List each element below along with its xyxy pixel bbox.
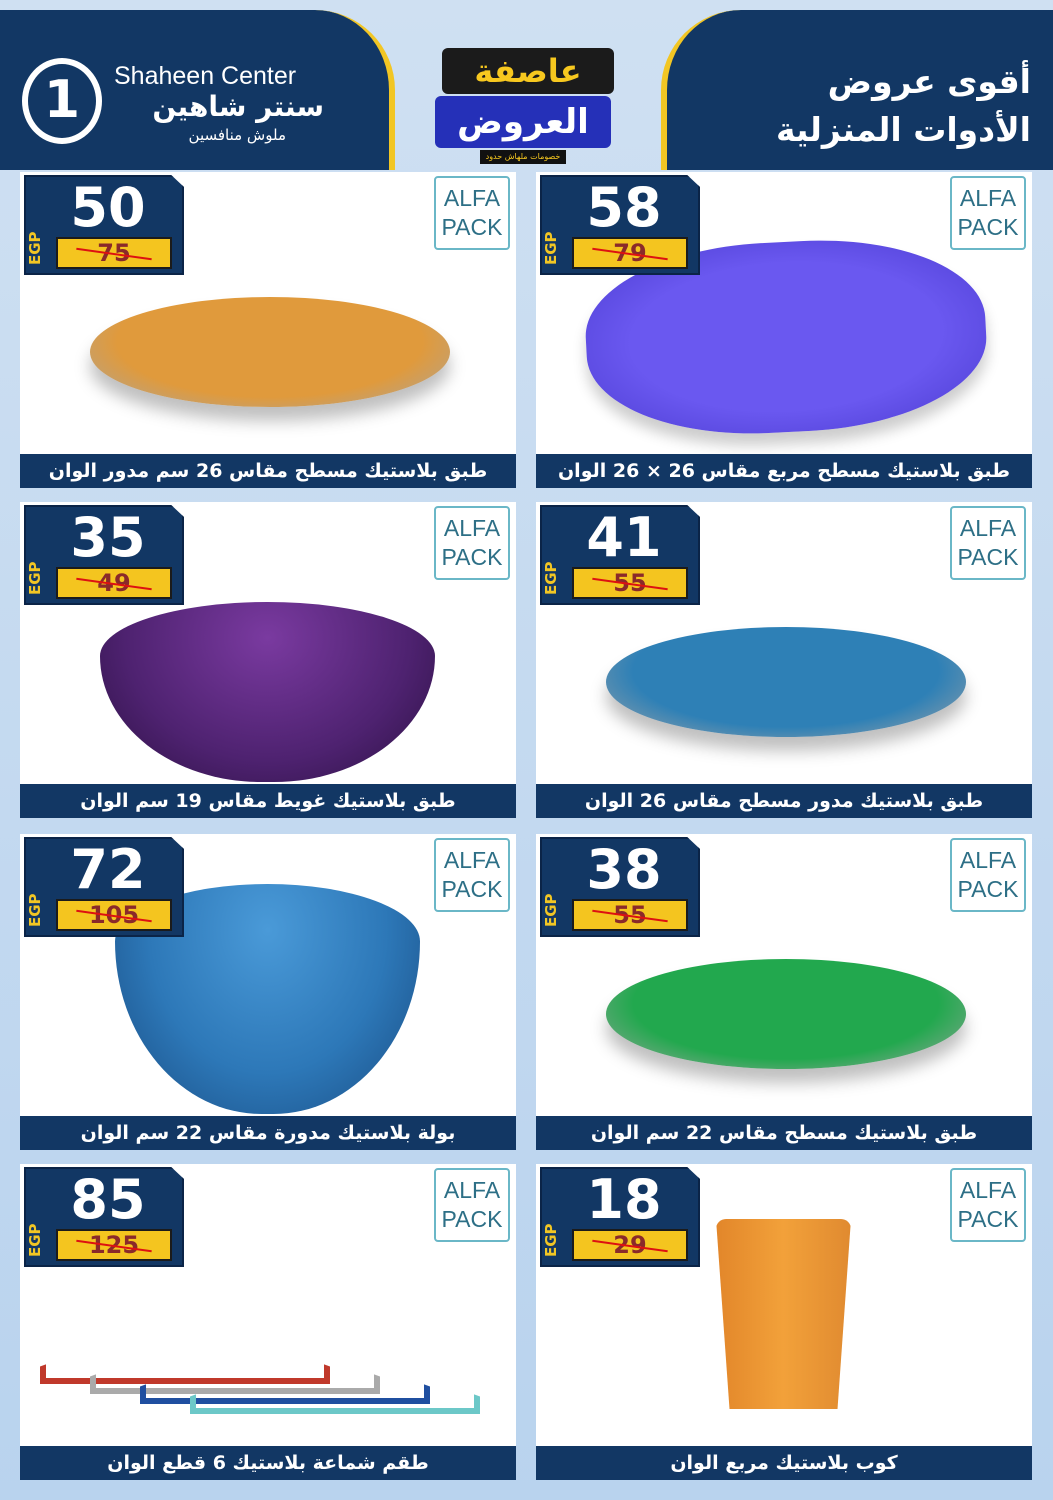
brand-tagline: ملوش منافسين <box>188 126 286 144</box>
product-name: طبق بلاستيك مدور مسطح مقاس 26 الوان <box>536 784 1032 818</box>
promo-subtitle: خصومات ملهاش حدود <box>480 150 566 164</box>
price-tag: EGP 58 79 <box>540 175 700 275</box>
product-name: طبق بلاستيك مسطح مقاس 26 سم مدور الوان <box>20 454 516 488</box>
shaheen-logo-icon: 1 <box>22 58 102 144</box>
sale-price: 85 <box>70 1168 146 1231</box>
alfa-pack-logo: ALFA PACK <box>950 506 1026 580</box>
sale-price: 58 <box>586 176 662 239</box>
product-card[interactable]: EGP 38 55 ALFA PACK طبق بلاستيك مسطح مقاس… <box>536 834 1032 1150</box>
currency-label: EGP <box>542 893 560 927</box>
original-price: 29 <box>572 1229 688 1261</box>
currency-label: EGP <box>542 1223 560 1257</box>
currency-label: EGP <box>26 231 44 265</box>
price-tag: EGP 41 55 <box>540 505 700 605</box>
brand-name-en: Shaheen Center <box>114 62 297 90</box>
original-price: 125 <box>56 1229 172 1261</box>
alfa-pack-logo: ALFA PACK <box>434 838 510 912</box>
product-name: طبق بلاستيك مسطح مقاس 22 سم الوان <box>536 1116 1032 1150</box>
sale-price: 35 <box>70 506 146 569</box>
product-name: بولة بلاستيك مدورة مقاس 22 سم الوان <box>20 1116 516 1150</box>
product-image <box>90 297 450 407</box>
currency-label: EGP <box>542 561 560 595</box>
currency-label: EGP <box>26 1223 44 1257</box>
original-price: 55 <box>572 567 688 599</box>
sale-price: 72 <box>70 838 146 901</box>
alfa-pack-logo: ALFA PACK <box>434 506 510 580</box>
headline-1: أقوى عروض <box>827 62 1031 101</box>
product-name: طقم شماعة بلاستيك 6 قطع الوان <box>20 1446 516 1480</box>
original-price: 105 <box>56 899 172 931</box>
product-card[interactable]: EGP 58 79 ALFA PACK طبق بلاستيك مسطح مربع… <box>536 172 1032 488</box>
currency-label: EGP <box>26 561 44 595</box>
product-image <box>606 959 966 1069</box>
product-name: كوب بلاستيك مربع الوان <box>536 1446 1032 1480</box>
currency-label: EGP <box>542 231 560 265</box>
product-image <box>606 627 966 737</box>
original-price: 79 <box>572 237 688 269</box>
header: 1 Shaheen Center سنتر شاهين ملوش منافسين… <box>0 0 1053 170</box>
product-card[interactable]: EGP 72 105 ALFA PACK بولة بلاستيك مدورة م… <box>20 834 516 1150</box>
original-price: 55 <box>572 899 688 931</box>
product-image <box>40 1254 500 1414</box>
original-price: 75 <box>56 237 172 269</box>
currency-label: EGP <box>26 893 44 927</box>
sale-price: 41 <box>586 506 662 569</box>
original-price: 49 <box>56 567 172 599</box>
sale-price: 38 <box>586 838 662 901</box>
brand-panel: 1 Shaheen Center سنتر شاهين ملوش منافسين <box>0 10 395 170</box>
product-card[interactable]: EGP 41 55 ALFA PACK طبق بلاستيك مدور مسطح… <box>536 502 1032 818</box>
product-card[interactable]: EGP 18 29 ALFA PACK كوب بلاستيك مربع الوا… <box>536 1164 1032 1480</box>
alfa-pack-logo: ALFA PACK <box>434 176 510 250</box>
alfa-pack-logo: ALFA PACK <box>950 838 1026 912</box>
headline-2: الأدوات المنزلية <box>776 110 1031 149</box>
promo-title-1: عاصفة <box>442 48 614 94</box>
price-tag: EGP 85 125 <box>24 1167 184 1267</box>
price-tag: EGP 50 75 <box>24 175 184 275</box>
product-name: طبق بلاستيك غويط مقاس 19 سم الوان <box>20 784 516 818</box>
price-tag: EGP 38 55 <box>540 837 700 937</box>
promo-title-2: العروض <box>435 96 611 148</box>
alfa-pack-logo: ALFA PACK <box>434 1168 510 1242</box>
product-card[interactable]: EGP 35 49 ALFA PACK طبق بلاستيك غويط مقاس… <box>20 502 516 818</box>
product-image <box>100 602 435 782</box>
product-card[interactable]: EGP 50 75 ALFA PACK طبق بلاستيك مسطح مقاس… <box>20 172 516 488</box>
price-tag: EGP 72 105 <box>24 837 184 937</box>
alfa-pack-logo: ALFA PACK <box>950 176 1026 250</box>
sale-price: 50 <box>70 176 146 239</box>
brand-name-ar: سنتر شاهين <box>152 90 324 123</box>
product-card[interactable]: EGP 85 125 ALFA PACK طقم شماعة بلاستيك 6 … <box>20 1164 516 1480</box>
price-tag: EGP 18 29 <box>540 1167 700 1267</box>
alfa-pack-logo: ALFA PACK <box>950 1168 1026 1242</box>
headline-panel: أقوى عروض الأدوات المنزلية <box>661 10 1053 170</box>
sale-price: 18 <box>586 1168 662 1231</box>
price-tag: EGP 35 49 <box>24 505 184 605</box>
product-name: طبق بلاستيك مسطح مربع مقاس 26 × 26 الوان <box>536 454 1032 488</box>
product-image <box>716 1219 851 1409</box>
